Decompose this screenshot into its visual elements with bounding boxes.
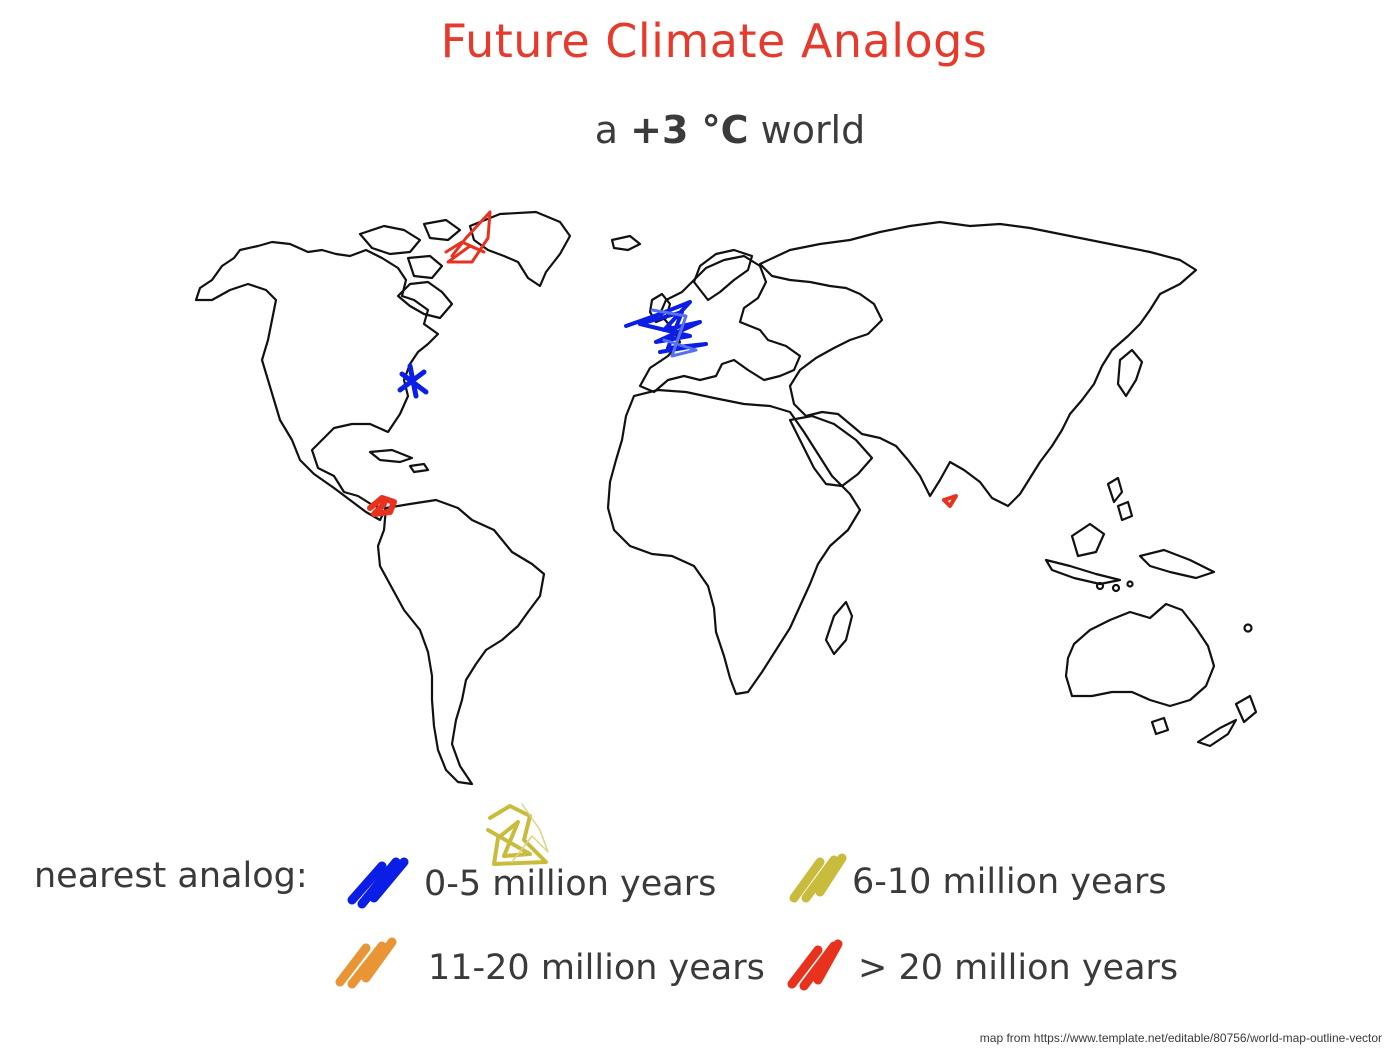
analog-marker-antarctic-light [511,803,549,863]
map-subtitle: a +3 °C world [0,108,1400,152]
caribbean-islands-outline [368,448,430,474]
legend-label-11-20: 11-20 million years [428,948,765,988]
europe-outline [638,254,802,394]
map-title: Future Climate Analogs [440,14,988,68]
new-zealand-outline [1196,694,1258,748]
legend-swatch-red [787,939,843,991]
south-america-outline [376,498,546,786]
philippines-outline [1106,476,1134,522]
legend-label-over-20: > 20 million years [858,948,1179,988]
analog-marker-central-america [367,495,397,517]
legend-label-0-5: 0-5 million years [424,864,717,904]
analog-marker-europe [624,300,708,354]
north-america-outline [194,240,440,522]
madagascar-outline [824,600,854,656]
map-credit: map from https://www.template.net/editab… [979,1031,1382,1045]
analog-marker-antarctic [486,804,548,866]
asia-outline [758,220,1198,508]
scandinavia-outline [692,248,754,302]
greenland-outline [468,210,572,288]
subtitle-prefix: a [594,108,631,152]
africa-outline [606,388,862,696]
australia-outline [1064,602,1216,708]
arctic-islands-outline [358,218,462,280]
subtitle-warming-value: +3 °C [630,108,749,152]
tasmania-outline [1150,716,1170,736]
legend-heading: nearest analog: [34,856,308,896]
subtitle-suffix: world [748,108,866,152]
analog-marker-us-east [397,363,429,399]
analog-marker-north-atlantic [444,210,492,264]
iceland-outline [610,234,642,252]
legend-swatch-blue [347,857,409,909]
legend-swatch-orange [335,937,397,989]
analog-marker-europe-light [650,308,698,358]
indonesia-outline [1044,522,1216,586]
legend-swatch-yellow [789,853,847,903]
analog-marker-india [942,494,958,508]
legend-label-6-10: 6-10 million years [852,862,1167,902]
arabia-outline [788,414,874,488]
japan-outline [1116,348,1144,398]
hudson-bay-outline [396,280,454,320]
